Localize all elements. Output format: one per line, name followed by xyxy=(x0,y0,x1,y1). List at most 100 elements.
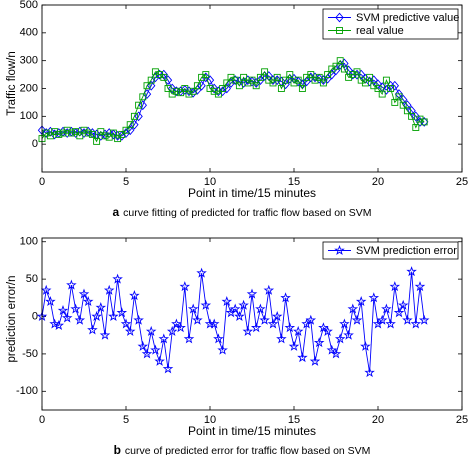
data-point xyxy=(347,303,359,314)
legend-marker xyxy=(334,244,345,255)
data-point xyxy=(222,83,231,94)
data-point xyxy=(252,82,260,90)
x-tick-label: 10 xyxy=(204,414,216,426)
data-point xyxy=(70,303,81,314)
data-point xyxy=(162,363,174,374)
legend-box xyxy=(322,8,459,40)
data-point xyxy=(113,130,122,141)
data-point xyxy=(171,318,182,329)
data-point xyxy=(189,87,197,95)
x-tick-label: 15 xyxy=(288,176,300,188)
data-point xyxy=(322,325,333,336)
data-point xyxy=(334,333,346,344)
plot-area xyxy=(42,238,462,410)
x-tick-label: 10 xyxy=(204,176,216,188)
data-point xyxy=(326,344,338,355)
data-point xyxy=(394,89,404,99)
data-point xyxy=(276,333,287,344)
y-tick-label: -50 xyxy=(22,348,38,360)
data-point xyxy=(221,296,233,307)
data-point xyxy=(319,79,327,87)
data-point xyxy=(177,89,185,97)
data-point xyxy=(67,129,75,137)
data-point xyxy=(133,314,144,325)
data-point xyxy=(361,79,369,87)
data-point xyxy=(364,367,375,378)
data-point xyxy=(267,318,279,329)
data-point xyxy=(109,129,118,140)
data-point xyxy=(202,71,210,79)
data-point xyxy=(46,132,54,140)
data-point xyxy=(163,75,173,86)
caption-text: curve of predicted error for traffic flo… xyxy=(125,445,371,455)
x-tick-label: 5 xyxy=(123,414,129,426)
data-point xyxy=(40,284,52,295)
data-point xyxy=(360,340,371,351)
data-point xyxy=(305,314,317,325)
data-point xyxy=(108,310,119,322)
data-point xyxy=(42,128,51,138)
data-point xyxy=(158,333,170,344)
data-point xyxy=(234,310,245,322)
data-point xyxy=(268,75,278,86)
y-axis-label: Traffic flow/n xyxy=(6,51,18,116)
data-point xyxy=(57,304,69,316)
data-point xyxy=(340,65,348,73)
data-point xyxy=(183,333,195,344)
data-point xyxy=(355,296,367,307)
data-point xyxy=(200,299,212,310)
data-point xyxy=(126,121,134,129)
data-point xyxy=(76,132,84,140)
data-point xyxy=(351,314,363,325)
data-point xyxy=(138,100,147,111)
data-point xyxy=(147,76,155,84)
data-point xyxy=(124,325,136,336)
data-point xyxy=(159,69,168,80)
data-point xyxy=(381,303,392,314)
x-axis-label: Point in time/15 minutes xyxy=(188,186,316,200)
data-point xyxy=(366,73,374,81)
data-point xyxy=(391,98,399,106)
x-tick-label: 25 xyxy=(456,414,468,426)
data-point xyxy=(280,292,291,303)
data-point xyxy=(218,86,227,97)
data-point xyxy=(118,130,126,138)
data-point xyxy=(271,310,283,322)
data-point xyxy=(66,279,77,290)
data-point xyxy=(229,303,241,314)
y-tick-label: 50 xyxy=(26,273,38,285)
data-point xyxy=(129,290,140,301)
data-point xyxy=(223,79,231,87)
data-point xyxy=(288,340,300,351)
data-point xyxy=(407,105,416,116)
data-point xyxy=(88,130,96,138)
legend-label: SVM prediction error xyxy=(356,245,457,257)
data-point xyxy=(150,344,161,355)
data-point xyxy=(61,312,73,323)
data-point xyxy=(324,71,332,79)
data-point xyxy=(145,325,157,336)
data-point xyxy=(318,322,329,333)
data-point xyxy=(179,281,191,292)
data-point xyxy=(172,87,180,95)
data-point xyxy=(130,119,139,130)
data-point xyxy=(282,76,290,84)
legend-label: SVM predictive value xyxy=(356,12,459,24)
y-tick-label: 100 xyxy=(20,236,38,248)
data-point xyxy=(310,72,320,83)
data-point xyxy=(263,284,275,295)
data-point xyxy=(390,80,399,91)
legend-label: real value xyxy=(356,25,404,37)
data-point xyxy=(259,314,270,325)
data-point xyxy=(71,128,80,138)
data-point xyxy=(408,112,416,120)
data-point xyxy=(213,333,224,344)
plot-frame xyxy=(41,4,463,173)
data-point xyxy=(226,78,236,88)
data-point xyxy=(82,296,94,307)
data-point xyxy=(332,62,340,70)
data-point xyxy=(122,126,130,134)
data-point xyxy=(315,73,323,81)
data-point xyxy=(196,267,207,278)
